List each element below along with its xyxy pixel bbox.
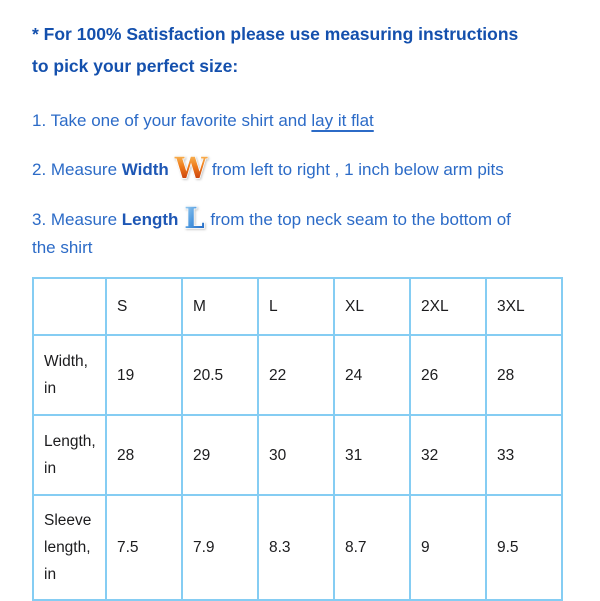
- table-row-width: Width, in 19 20.5 22 24 26 28: [32, 334, 563, 416]
- size-col-header-3xl: 3XL: [485, 277, 563, 336]
- width-m: 20.5: [181, 334, 259, 416]
- width-3xl: 28: [485, 334, 563, 416]
- lay-it-flat-link[interactable]: lay it flat: [311, 111, 374, 130]
- width-s: 19: [105, 334, 183, 416]
- size-col-header-blank: [32, 277, 107, 336]
- width-2xl: 26: [409, 334, 487, 416]
- row-label-length: Length, in: [32, 414, 107, 496]
- width-keyword: Width: [121, 160, 169, 179]
- table-row-length: Length, in 28 29 30 31 32 33: [32, 414, 563, 496]
- size-col-header-m: M: [181, 277, 259, 336]
- length-l: 30: [257, 414, 335, 496]
- length-xl: 31: [333, 414, 411, 496]
- length-2xl: 32: [409, 414, 487, 496]
- length-3xl: 33: [485, 414, 563, 496]
- width-xl: 24: [333, 334, 411, 416]
- satisfaction-note-line2: to pick your perfect size:: [32, 56, 239, 76]
- step-2-prefix: 2. Measure: [32, 160, 122, 179]
- size-col-header-s: S: [105, 277, 183, 336]
- svg-text:L: L: [185, 201, 205, 235]
- sleeve-xl: 8.7: [333, 494, 411, 601]
- size-col-header-xl: XL: [333, 277, 411, 336]
- step-1-lay-flat: 1. Take one of your favorite shirt and l…: [32, 109, 570, 133]
- length-m: 29: [181, 414, 259, 496]
- length-l-icon: L: [184, 200, 206, 235]
- sleeve-3xl: 9.5: [485, 494, 563, 601]
- step-3-suffix-line1: from the top neck seam to the bottom of: [210, 210, 511, 229]
- sleeve-s: 7.5: [105, 494, 183, 601]
- sleeve-l: 8.3: [257, 494, 335, 601]
- size-col-header-l: L: [257, 277, 335, 336]
- step-1-text: 1. Take one of your favorite shirt and: [32, 111, 312, 130]
- row-label-sleeve-length: Sleeve length, in: [32, 494, 107, 601]
- sleeve-2xl: 9: [409, 494, 487, 601]
- size-col-header-2xl: 2XL: [409, 277, 487, 336]
- size-table: S M L XL 2XL 3XL Width, in 19 20.5 22 24…: [32, 277, 563, 601]
- length-s: 28: [105, 414, 183, 496]
- step-3-suffix-line2: the shirt: [32, 238, 93, 257]
- svg-text:W: W: [174, 151, 208, 185]
- satisfaction-note: * For 100% Satisfaction please use measu…: [32, 18, 537, 82]
- length-keyword: Length: [121, 210, 179, 229]
- width-w-icon: W: [173, 150, 208, 185]
- step-2-suffix: from left to right , 1 inch below arm pi…: [211, 160, 504, 179]
- row-label-width: Width, in: [32, 334, 107, 416]
- width-l: 22: [257, 334, 335, 416]
- table-row-sleeve-length: Sleeve length, in 7.5 7.9 8.3 8.7 9 9.5: [32, 494, 563, 601]
- satisfaction-note-line1: * For 100% Satisfaction please use measu…: [32, 24, 519, 44]
- sleeve-m: 7.9: [181, 494, 259, 601]
- step-3-prefix: 3. Measure: [32, 210, 122, 229]
- size-table-header-row: S M L XL 2XL 3XL: [32, 277, 563, 336]
